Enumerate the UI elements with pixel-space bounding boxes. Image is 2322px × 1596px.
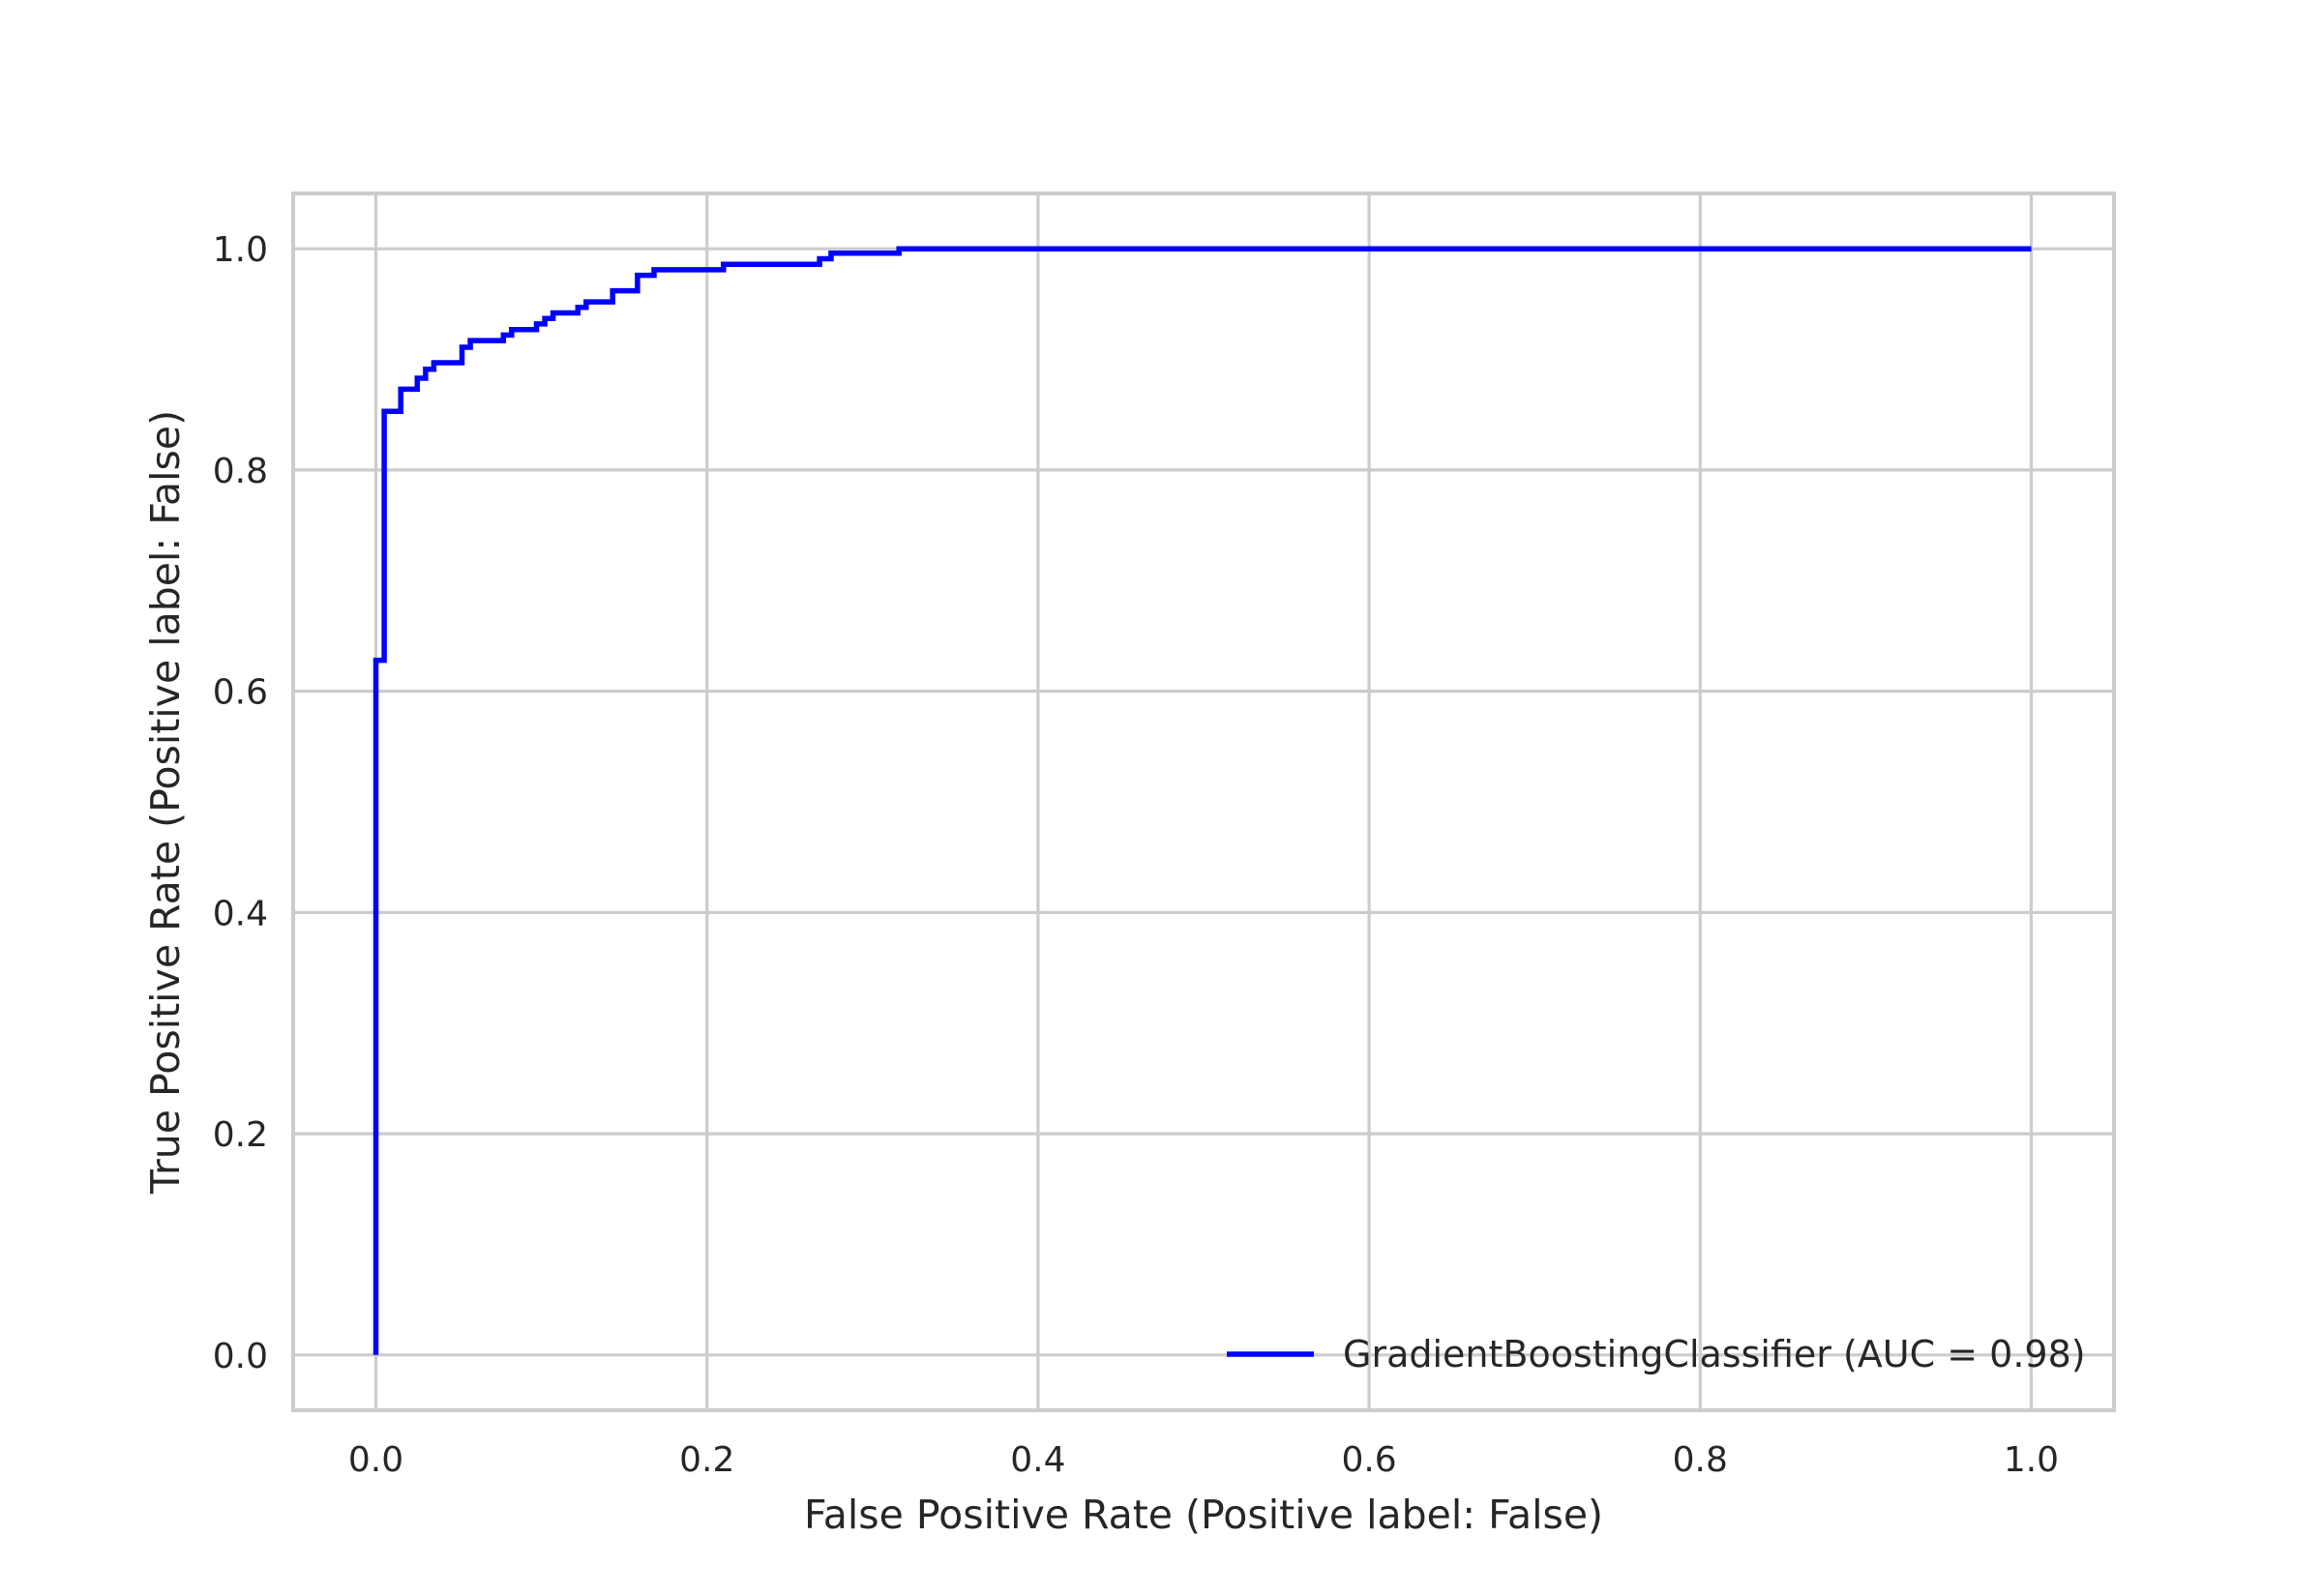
x-axis-label: False Positive Rate (Positive label: Fal…	[804, 1492, 1603, 1538]
y-axis-ticks: 0.0 0.2 0.4 0.6 0.8 1.0	[213, 230, 268, 1376]
legend-label: GradientBoostingClassifier (AUC = 0.98)	[1343, 1333, 2086, 1375]
x-tick-label: 0.8	[1673, 1440, 1728, 1480]
y-tick-label: 0.2	[213, 1115, 268, 1155]
grid	[293, 193, 2114, 1410]
y-tick-label: 0.4	[213, 894, 268, 933]
plot-area-frame	[291, 192, 2116, 1412]
x-tick-label: 1.0	[2004, 1440, 2059, 1480]
y-tick-label: 0.6	[213, 673, 268, 713]
x-tick-label: 0.2	[679, 1440, 734, 1480]
y-tick-label: 0.0	[213, 1337, 268, 1376]
x-axis-ticks: 0.0 0.2 0.4 0.6 0.8 1.0	[348, 1440, 2059, 1480]
roc-curve-line-0	[372, 246, 2032, 1355]
series-lines	[372, 246, 2032, 1355]
x-tick-label: 0.4	[1010, 1440, 1065, 1480]
y-tick-label: 1.0	[213, 230, 268, 270]
x-tick-label: 0.0	[348, 1440, 403, 1480]
y-tick-label: 0.8	[213, 452, 268, 491]
x-tick-label: 0.6	[1341, 1440, 1396, 1480]
y-axis-label: True Positive Rate (Positive label: Fals…	[142, 410, 189, 1195]
legend: GradientBoostingClassifier (AUC = 0.98)	[1227, 1333, 2086, 1375]
